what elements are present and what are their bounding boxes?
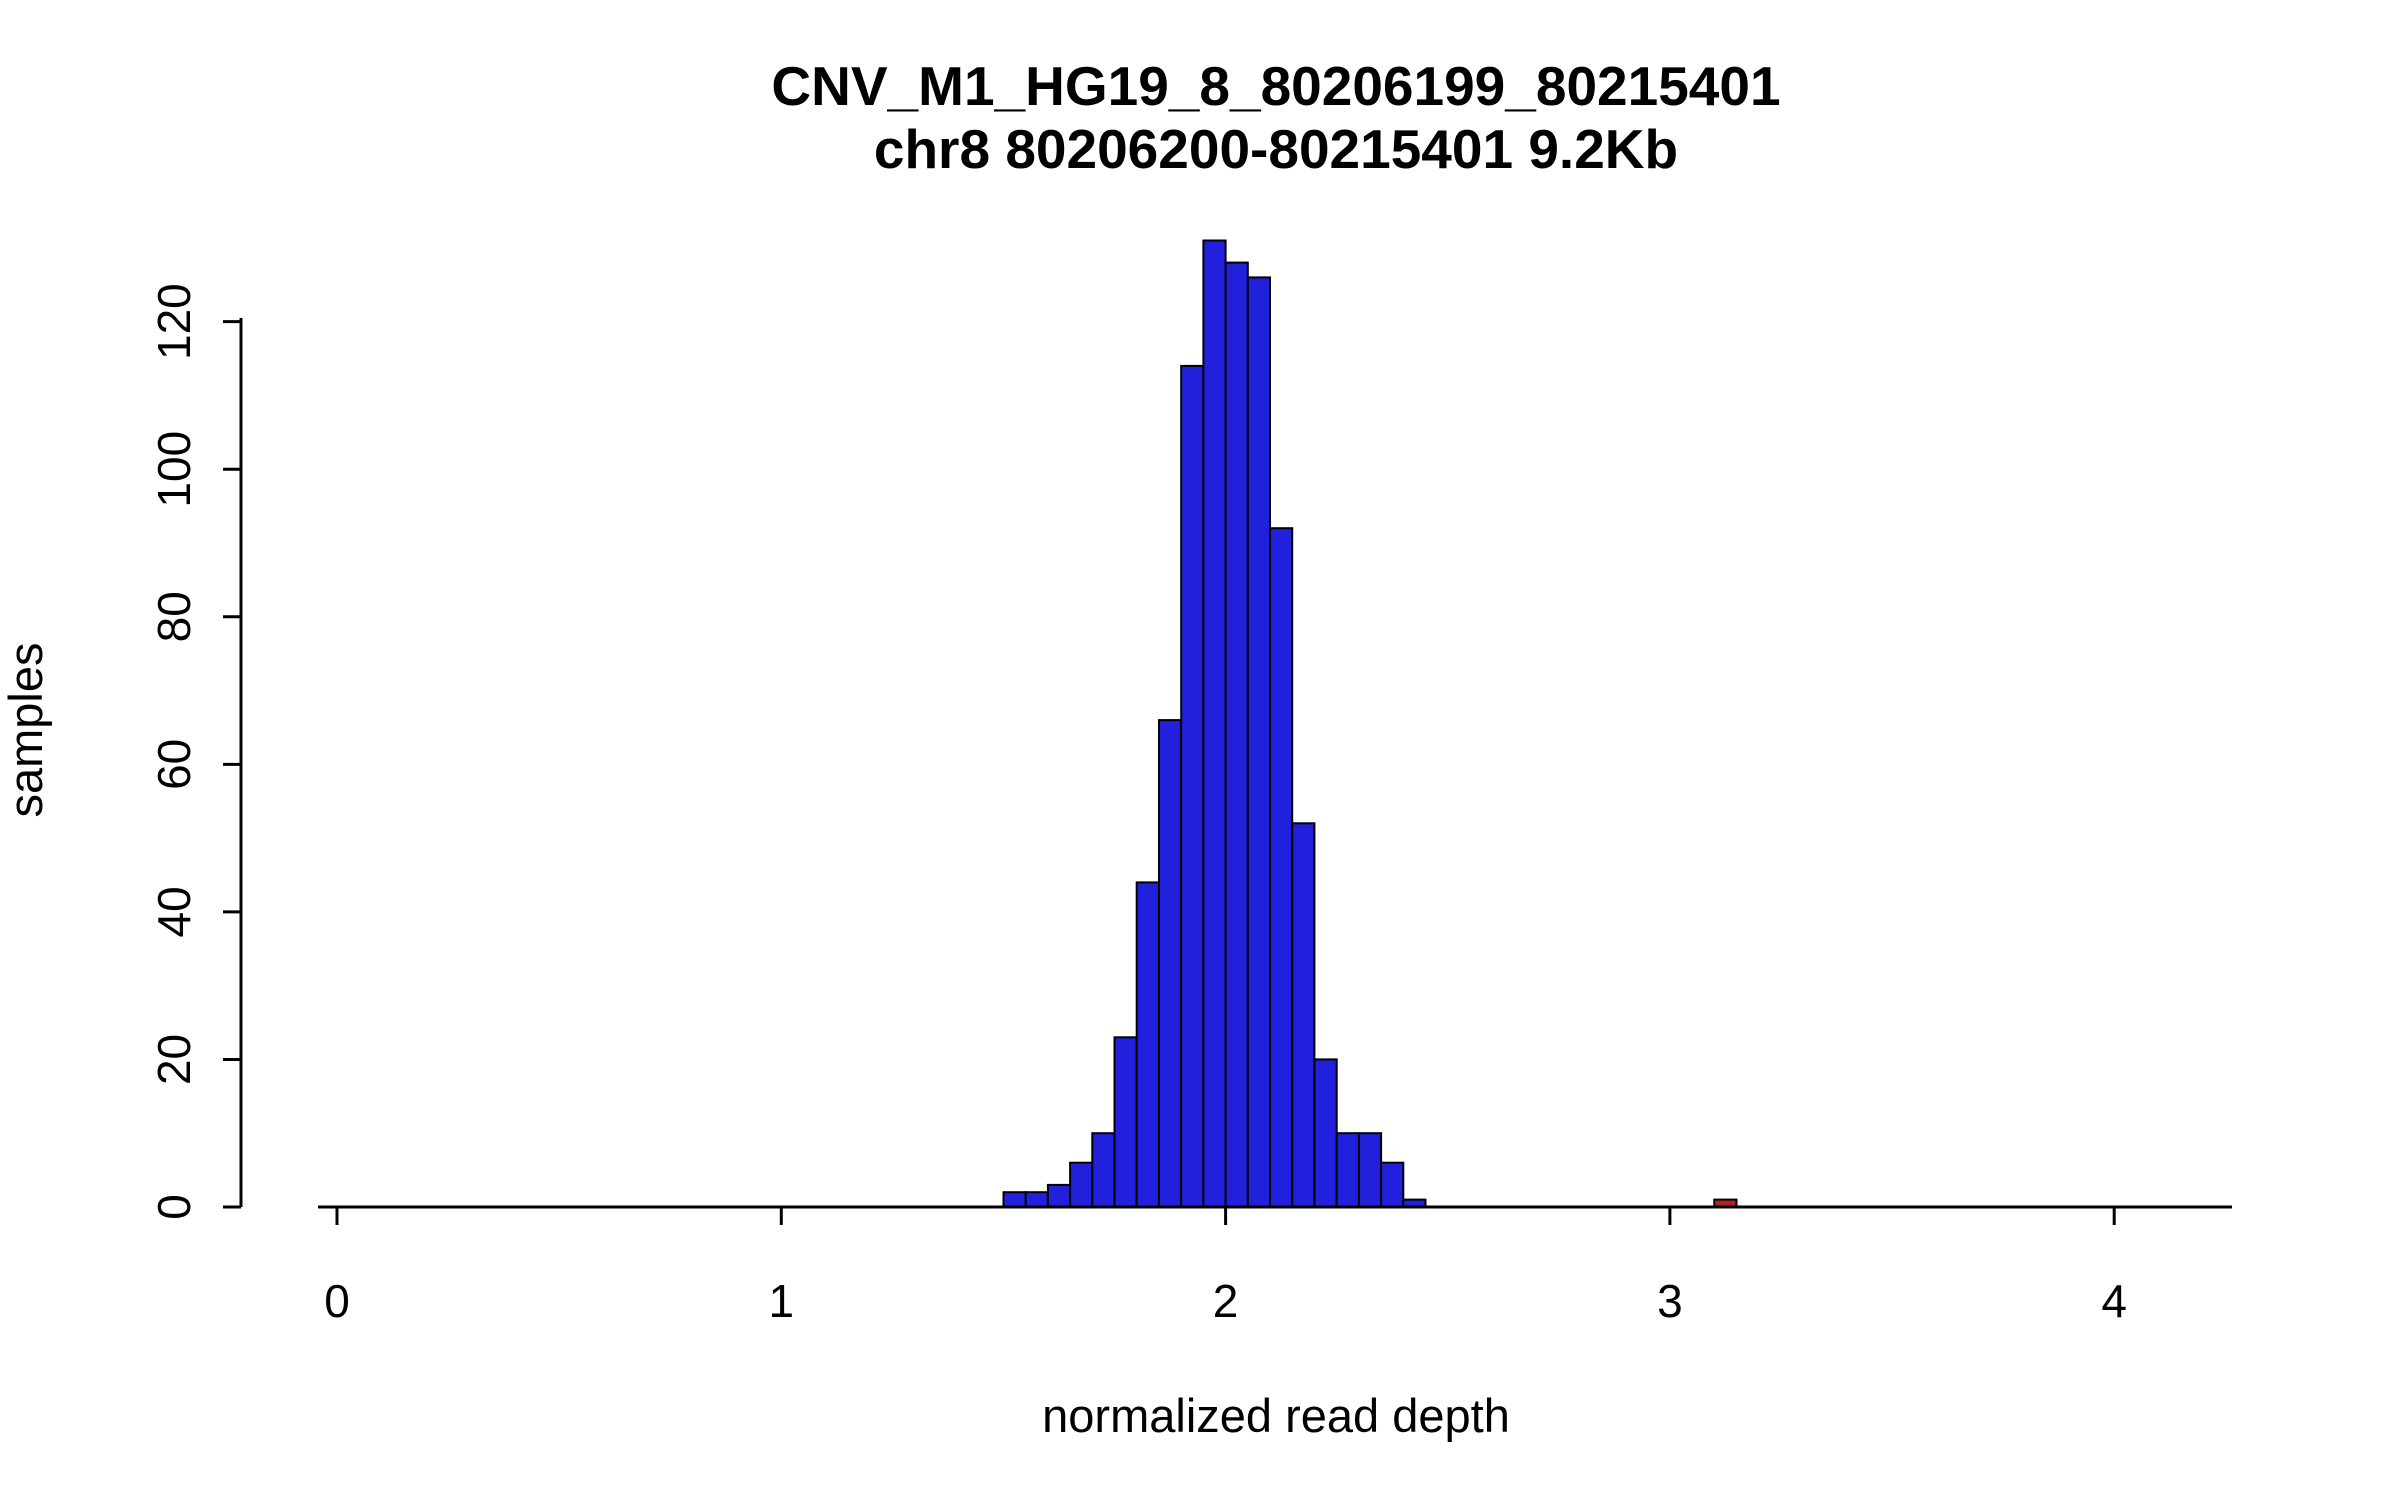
histogram-bar: [1113, 1036, 1138, 1209]
histogram-bar: [1024, 1191, 1049, 1208]
histogram-bar: [1091, 1132, 1116, 1208]
histogram-bar: [1313, 1058, 1338, 1209]
histogram-bar: [1335, 1132, 1360, 1208]
histogram-bar: [1002, 1191, 1027, 1208]
histogram-bar: [1046, 1183, 1072, 1209]
histogram-bar: [1202, 239, 1227, 1208]
y-axis-label: samples: [0, 642, 52, 817]
y-tick-label: 40: [148, 886, 200, 937]
histogram-bar: [1357, 1132, 1383, 1208]
histogram-bar: [1158, 719, 1183, 1208]
y-tick-label: 0: [148, 1194, 200, 1220]
histogram-bar: [1069, 1161, 1094, 1208]
histogram-bar: [1224, 261, 1249, 1209]
y-tick-label: 120: [148, 283, 200, 360]
y-tick-label: 20: [148, 1034, 200, 1085]
chart-subtitle: chr8 80206200-80215401 9.2Kb: [874, 118, 1678, 180]
histogram-bar: [1269, 527, 1294, 1208]
x-tick-label: 1: [769, 1275, 795, 1327]
y-tick-label: 60: [148, 739, 200, 790]
x-tick-label: 2: [1213, 1275, 1239, 1327]
histogram-bar: [1135, 881, 1160, 1209]
y-tick-label: 100: [148, 431, 200, 508]
chart-title: CNV_M1_HG19_8_80206199_80215401: [771, 55, 1780, 117]
x-tick-label: 3: [1657, 1275, 1683, 1327]
x-axis-label: normalized read depth: [1042, 1389, 1510, 1442]
histogram-bars-layer: [1002, 239, 1738, 1209]
histogram-bar: [1380, 1161, 1405, 1208]
y-tick-label: 80: [148, 591, 200, 642]
histogram-bar: [1180, 364, 1205, 1208]
histogram-bar: [1246, 276, 1272, 1208]
x-tick-label: 4: [2101, 1275, 2127, 1327]
x-tick-label: 0: [324, 1275, 350, 1327]
histogram-bar: [1291, 822, 1316, 1208]
